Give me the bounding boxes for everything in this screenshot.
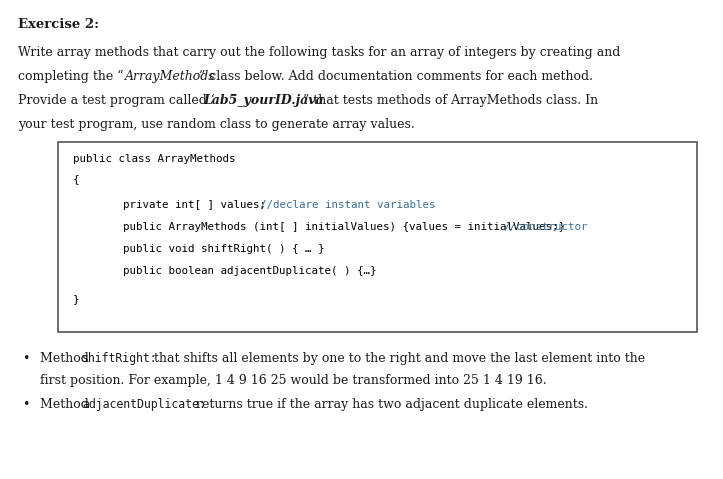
Text: •: • [22,352,30,365]
Text: public ArrayMethods (int[ ] initialValues) {values = initialValues;}: public ArrayMethods (int[ ] initialValue… [123,222,578,232]
Text: returns true if the array has two adjacent duplicate elements.: returns true if the array has two adjace… [192,398,588,411]
Text: shiftRight:: shiftRight: [82,352,158,365]
Text: •: • [22,398,30,411]
Text: public void shiftRight( ) { … }: public void shiftRight( ) { … } [123,244,325,254]
Text: ArrayMethods: ArrayMethods [125,70,215,83]
Text: Lab5_yourID.java: Lab5_yourID.java [203,94,324,107]
Text: your test program, use random class to generate array values.: your test program, use random class to g… [18,118,415,131]
Text: ” class below. Add documentation comments for each method.: ” class below. Add documentation comment… [199,70,593,83]
Text: public class ArrayMethods: public class ArrayMethods [73,154,236,164]
Text: }: } [73,294,80,304]
Text: private int[ ] values;: private int[ ] values; [123,200,279,210]
Text: Write array methods that carry out the following tasks for an array of integers : Write array methods that carry out the f… [18,46,620,59]
Text: Method: Method [40,352,93,365]
Text: adjacentDuplicate:: adjacentDuplicate: [82,398,206,411]
Text: public boolean adjacentDuplicate( ) {…}: public boolean adjacentDuplicate( ) {…} [123,266,377,276]
Text: //constructor: //constructor [503,222,588,232]
Text: completing the “: completing the “ [18,70,124,83]
Text: //declare instant variables: //declare instant variables [260,200,435,210]
Text: that shifts all elements by one to the right and move the last element into the: that shifts all elements by one to the r… [146,352,645,365]
Text: first position. For example, 1 4 9 16 25 would be transformed into 25 1 4 19 16.: first position. For example, 1 4 9 16 25… [40,374,547,387]
Text: ” that tests methods of ArrayMethods class. In: ” that tests methods of ArrayMethods cla… [303,94,598,107]
Text: Provide a test program called ‘: Provide a test program called ‘ [18,94,215,107]
Bar [58,142,697,332]
Text: {: { [73,174,80,184]
Text: Exercise 2:: Exercise 2: [18,18,99,31]
Text: Method: Method [40,398,93,411]
